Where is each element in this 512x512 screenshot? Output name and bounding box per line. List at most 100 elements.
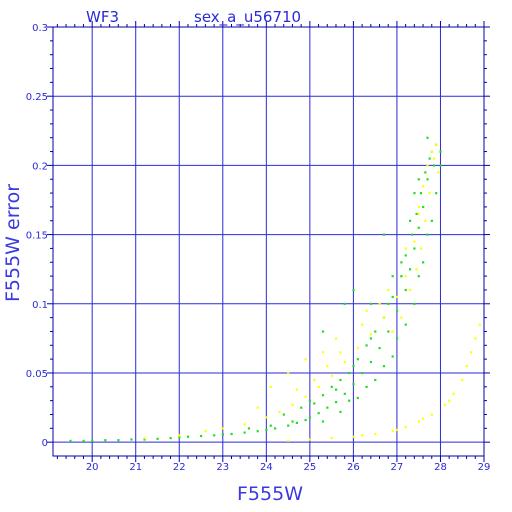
data-point-green [439,150,442,153]
data-point-yellow [435,143,438,146]
data-point-green [256,430,259,433]
data-point-green [295,421,298,424]
data-point-green [169,437,172,440]
x-tick-label: 29 [478,462,491,473]
data-point-yellow [443,403,447,406]
x-tick-label: 22 [173,462,186,473]
y-tick-label: 0.05 [26,369,48,380]
data-point-green [374,378,377,382]
data-point-yellow [304,395,307,398]
data-point-green [178,436,181,439]
data-point-green [304,419,307,422]
data-point-green [82,439,85,442]
data-point-yellow [317,385,320,389]
data-point-yellow [422,185,425,188]
y-tick-label: 0.25 [26,92,48,103]
data-point-green [321,330,325,333]
grid [53,26,485,456]
data-point-green [186,435,190,438]
data-point-green [411,233,414,236]
data-point-yellow [424,219,427,222]
data-point-yellow [452,392,455,395]
y-tick-label: 0.3 [32,23,48,34]
data-point-yellow [295,388,298,391]
data-point-green [415,212,418,216]
data-point-green [334,401,338,404]
data-point-green [404,288,407,292]
data-point-green [369,360,373,364]
y-tick-label: 0.15 [26,231,48,242]
chart-title: sex_a_u56710 [194,8,301,27]
data-point-green [69,439,72,442]
data-point-green [356,396,359,400]
data-point-yellow [395,428,399,431]
data-point-yellow [465,365,468,368]
data-point-green [213,434,216,437]
data-point-yellow [326,365,329,368]
data-point-green [308,416,312,419]
data-point-yellow [334,337,338,340]
data-point-green [308,399,312,402]
data-point-green [348,371,351,375]
data-point-green [369,337,373,340]
data-point-green [117,439,120,442]
data-point-yellow [404,247,407,250]
ticks [47,21,490,462]
data-point-green [104,439,107,442]
data-point-green [291,420,294,423]
data-point-yellow [400,316,403,319]
data-point-green [326,406,329,409]
data-point-yellow [391,330,394,333]
tick-labels: 20 21 22 23 24 25 26 27 28 29 0 0.05 0.1 0.15 0.2 0.25 0… [26,23,491,473]
data-point-green [334,388,338,391]
data-point-green [339,410,342,413]
data-point-yellow [361,434,364,437]
data-point-yellow [378,302,381,305]
data-point-yellow [408,288,412,292]
data-point-green [413,192,416,195]
data-point-green [343,302,346,305]
header-left-label: WF3 [86,8,119,26]
data-point-green [369,302,373,305]
data-point-green [400,261,403,264]
data-point-green [365,385,368,389]
data-point-green [352,288,355,292]
data-point-green [143,438,146,441]
y-tick-label: 0.1 [32,300,48,311]
data-point-green [417,226,420,229]
data-point-green [269,424,272,427]
data-point-yellow [308,438,312,441]
data-point-green [435,192,438,195]
data-point-yellow [178,434,181,437]
data-point-green [426,178,429,181]
data-point-green [404,323,407,326]
data-point-yellow [221,427,224,430]
data-point-green [313,402,316,405]
data-point-yellow [361,323,364,326]
data-point-green [430,219,433,222]
data-point-yellow [356,347,359,350]
data-point-yellow [321,351,325,354]
data-point-yellow [430,150,433,153]
data-point-green [387,330,390,333]
data-point-green [428,157,431,160]
data-point-yellow [143,437,146,440]
data-point-green [424,171,427,174]
x-tick-label: 27 [391,462,404,473]
data-point-yellow [422,417,425,420]
data-point-green [352,365,355,368]
data-point-yellow [278,410,281,413]
data-point-green [382,365,386,368]
data-point-green [330,385,333,389]
data-point-green [419,192,423,195]
data-point-green [282,413,285,416]
data-point-green [382,233,386,236]
data-point-yellow [304,358,307,361]
data-point-green [404,254,407,257]
data-point-yellow [428,192,431,195]
y-tick-label: 0.2 [32,161,48,172]
data-point-yellow [369,333,373,336]
data-point-green [265,428,268,431]
x-tick-label: 21 [129,462,142,473]
data-point-green [391,295,394,299]
